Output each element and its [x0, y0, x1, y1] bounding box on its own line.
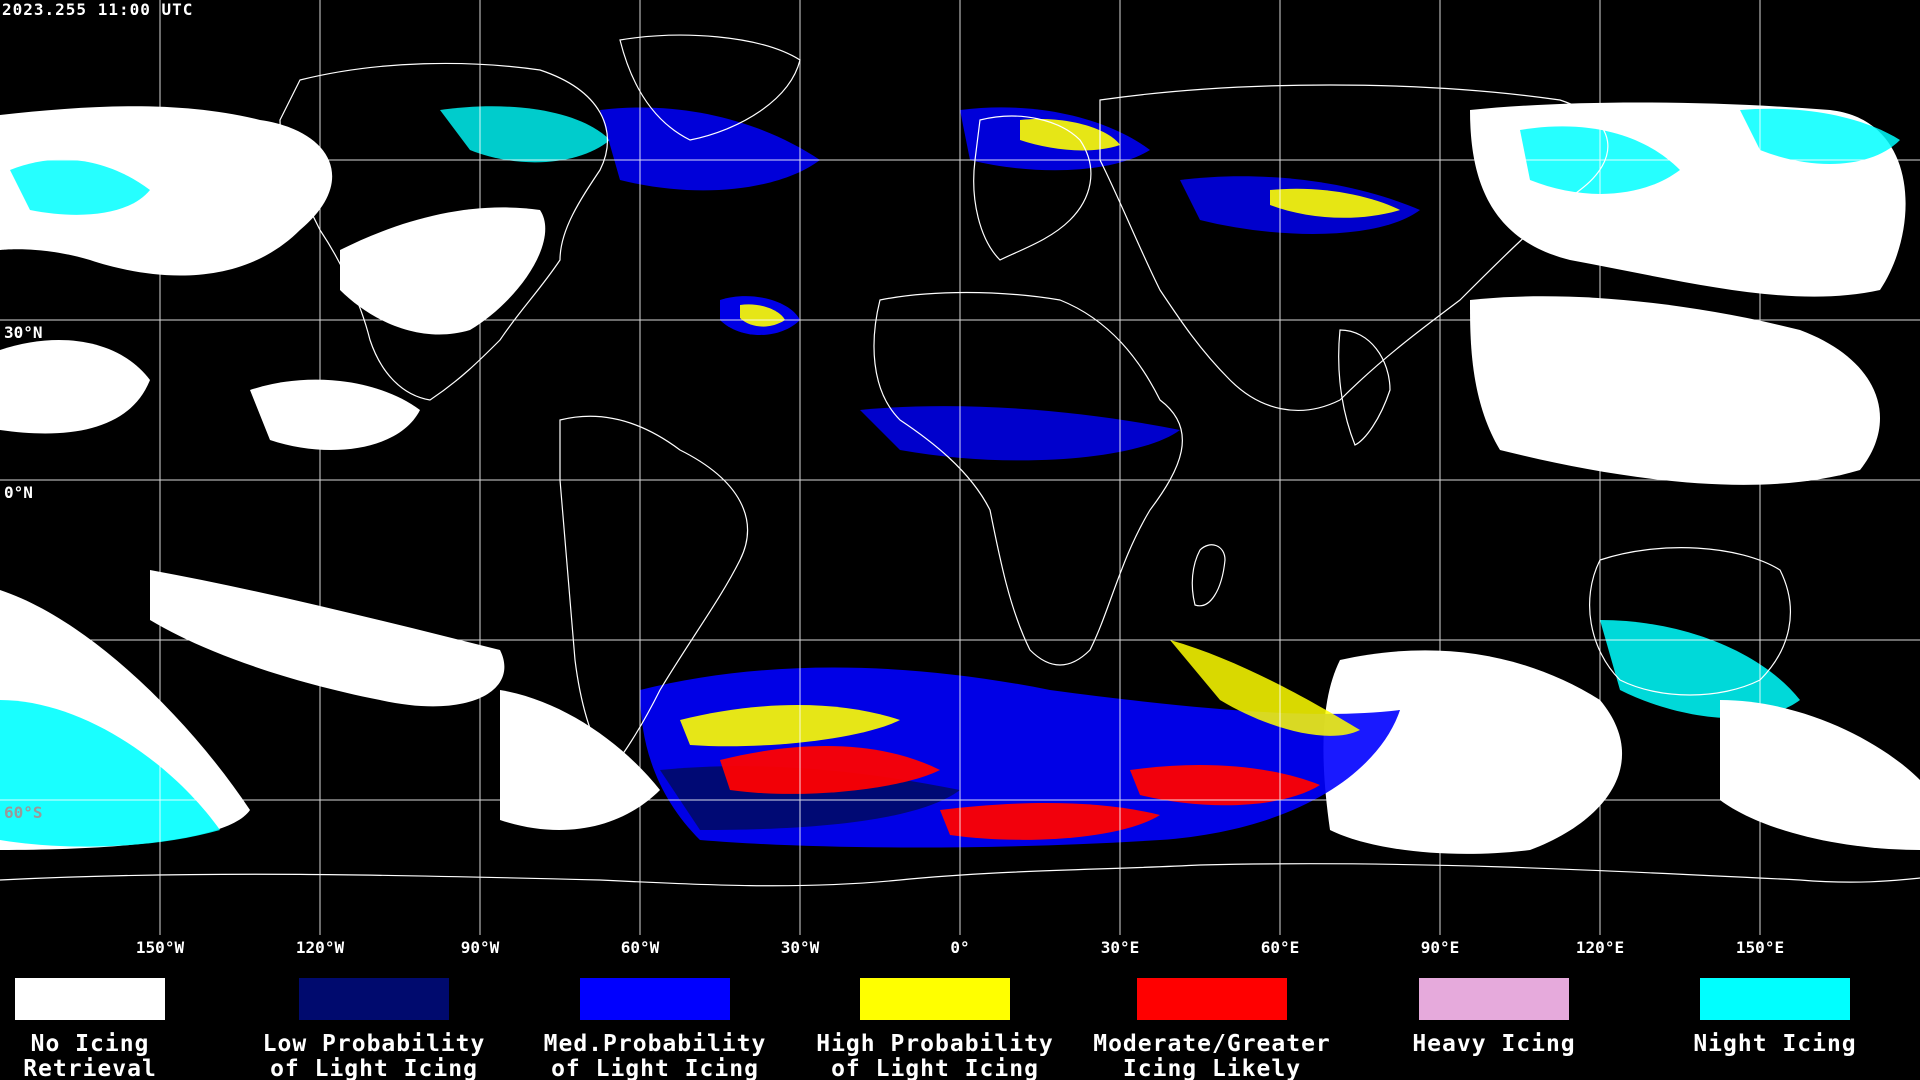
icing-southern-ocean-moderate-center [940, 803, 1160, 840]
icing-atlantic-storm-high [740, 304, 785, 327]
coast-madagascar [1191, 544, 1226, 607]
lon-label-120e: 120°E [1575, 938, 1625, 957]
coast-europe [973, 115, 1092, 261]
coast-greenland [619, 34, 801, 141]
lon-label-90w: 90°W [460, 938, 500, 957]
cloud-retrieval-layer [0, 102, 1920, 854]
legend-swatch-heavy-icing [1419, 978, 1569, 1020]
lat-label-0n: 0°N [4, 483, 33, 502]
legend-label-night-icing: Night Icing [1693, 1031, 1857, 1057]
cloud-south-pacific-band [150, 570, 505, 707]
legend-swatch-no-icing-retrieval [15, 978, 165, 1020]
lon-label-30e: 30°E [1100, 938, 1140, 957]
icing-probability-layer [600, 107, 1420, 848]
lon-label-150e: 150°E [1735, 938, 1785, 957]
lon-label-120w: 120°W [295, 938, 345, 957]
icing-africa-itcz [860, 406, 1180, 461]
graticule-layer [0, 0, 1920, 935]
icing-map: 30°N 0°N 30°S 60°S 150°W 120°W 90°W 60°W… [0, 0, 1920, 957]
lon-label-60e: 60°E [1260, 938, 1300, 957]
coast-india [1338, 329, 1391, 446]
icing-europe-high [1020, 119, 1120, 151]
legend-label-med-probability-light-icing: Med.Probability of Light Icing [543, 1031, 767, 1080]
coast-south-america [559, 415, 749, 771]
cloud-east-pacific [0, 340, 150, 434]
map-canvas [0, 0, 1920, 935]
legend-label-heavy-icing: Heavy Icing [1412, 1031, 1576, 1057]
legend-item-heavy-icing: Heavy Icing [1354, 960, 1634, 1057]
legend-item-night-icing: Night Icing [1635, 960, 1915, 1057]
legend-item-low-probability-light-icing: Low Probability of Light Icing [234, 960, 514, 1080]
icing-asia-high [1270, 188, 1400, 218]
coast-africa [873, 291, 1183, 666]
legend-label-moderate-greater-icing-likely: Moderate/Greater Icing Likely [1093, 1031, 1331, 1080]
night-cloud-north-pacific-east [1740, 108, 1900, 164]
legend-label-high-probability-light-icing: High Probability of Light Icing [816, 1031, 1054, 1080]
legend-swatch-high-probability-light-icing [860, 978, 1010, 1020]
night-cloud-north-america [440, 106, 610, 163]
lon-label-30w: 30°W [780, 938, 820, 957]
icing-southern-ocean-high [680, 705, 900, 747]
icing-indian-ocean-band [1170, 640, 1360, 736]
icing-southern-ocean-moderate-west [720, 746, 940, 794]
icing-north-atlantic [600, 107, 820, 191]
legend-swatch-med-probability-light-icing [580, 978, 730, 1020]
legend-label-low-probability-light-icing: Low Probability of Light Icing [262, 1031, 486, 1080]
legend-item-high-probability-light-icing: High Probability of Light Icing [795, 960, 1075, 1080]
cloud-australia-south [1323, 650, 1623, 854]
cloud-south-america-south [500, 690, 660, 830]
legend-swatch-low-probability-light-icing [299, 978, 449, 1020]
lon-label-150w: 150°W [135, 938, 185, 957]
lat-label-30n: 30°N [4, 323, 43, 342]
coast-antarctica [0, 863, 1920, 887]
legend-swatch-moderate-greater-icing-likely [1137, 978, 1287, 1020]
icing-southern-ocean-moderate-east [1130, 765, 1320, 806]
cloud-asia-pacific [1470, 296, 1880, 485]
legend-item-med-probability-light-icing: Med.Probability of Light Icing [515, 960, 795, 1080]
cloud-north-america [340, 207, 546, 335]
night-cloud-south-pacific [0, 700, 220, 847]
coast-north-america [279, 62, 609, 401]
legend-swatch-night-icing [1700, 978, 1850, 1020]
legend-label-no-icing-retrieval: No Icing Retrieval [23, 1031, 157, 1080]
timestamp-label: 2023.255 11:00 UTC [2, 0, 194, 19]
legend-item-moderate-greater-icing-likely: Moderate/Greater Icing Likely [1072, 960, 1352, 1080]
lon-label-60w: 60°W [620, 938, 660, 957]
night-cloud-australia-south [1600, 620, 1800, 719]
legend-item-no-icing-retrieval: No Icing Retrieval [0, 960, 230, 1080]
lon-label-0: 0° [950, 938, 970, 957]
lat-label-30s: 30°S [4, 643, 43, 662]
lat-label-60s: 60°S [4, 803, 43, 822]
icing-legend: No Icing Retrieval Low Probability of Li… [0, 960, 1920, 1080]
night-cloud-north-pacific [10, 159, 150, 215]
cloud-central-america [250, 379, 420, 450]
lon-label-90e: 90°E [1420, 938, 1460, 957]
cloud-north-pacific [0, 106, 333, 276]
coast-asia [1099, 84, 1609, 411]
cloud-south-indian-east [1720, 700, 1920, 850]
